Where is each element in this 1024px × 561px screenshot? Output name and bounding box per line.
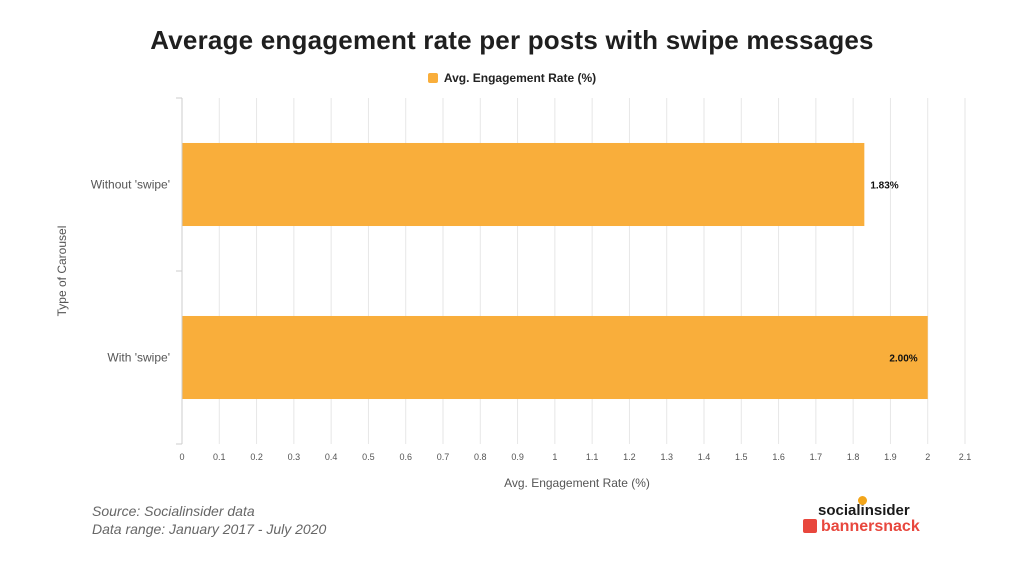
x-tick-label: 1.2 bbox=[623, 452, 636, 462]
source-text: Source: Socialinsider data bbox=[92, 503, 255, 519]
chart-title: Average engagement rate per posts with s… bbox=[150, 25, 874, 55]
socialinsider-logo: socialinsider bbox=[818, 496, 910, 519]
x-axis-title: Avg. Engagement Rate (%) bbox=[504, 476, 650, 490]
legend[interactable]: Avg. Engagement Rate (%) bbox=[0, 71, 1024, 85]
x-tick-label: 1.1 bbox=[586, 452, 599, 462]
x-tick-label: 0.5 bbox=[362, 452, 375, 462]
x-tick-label: 1.4 bbox=[698, 452, 711, 462]
source-note: Source: Socialinsider data Data range: J… bbox=[92, 502, 326, 538]
data-label: 1.83% bbox=[870, 181, 898, 192]
x-tick-label: 1.5 bbox=[735, 452, 748, 462]
x-tick-label: 0.2 bbox=[250, 452, 263, 462]
bannersnack-logo-text: bannersnack bbox=[821, 518, 920, 535]
x-tick-label: 0.9 bbox=[511, 452, 524, 462]
x-tick-label: 0 bbox=[179, 452, 184, 462]
socialinsider-logo-text: socialinsider bbox=[818, 502, 910, 519]
x-tick-label: 1.8 bbox=[847, 452, 860, 462]
socialinsider-logo-icon bbox=[858, 496, 867, 505]
data-label: 2.00% bbox=[889, 354, 917, 365]
x-tick-label: 0.6 bbox=[399, 452, 412, 462]
y-axis-title: Type of Carousel bbox=[55, 226, 69, 317]
x-tick-label: 1.7 bbox=[810, 452, 823, 462]
x-tick-label: 0.7 bbox=[437, 452, 450, 462]
x-tick-label: 0.4 bbox=[325, 452, 338, 462]
x-tick-label: 1.3 bbox=[660, 452, 673, 462]
x-tick-label: 1 bbox=[552, 452, 557, 462]
x-tick-label: 2.1 bbox=[959, 452, 972, 462]
x-tick-label: 0.1 bbox=[213, 452, 226, 462]
legend-swatch bbox=[427, 73, 438, 83]
y-category-label: Without 'swipe' bbox=[91, 178, 170, 192]
x-tick-label: 0.3 bbox=[288, 452, 301, 462]
x-tick-label: 2 bbox=[925, 452, 930, 462]
data-range-text: Data range: January 2017 - July 2020 bbox=[92, 521, 327, 537]
legend-label: Avg. Engagement Rate (%) bbox=[443, 71, 597, 85]
bar-without-swipe bbox=[182, 142, 865, 227]
x-tick-label: 1.9 bbox=[884, 452, 897, 462]
y-category-label: With 'swipe' bbox=[107, 351, 170, 365]
x-tick-label: 0.8 bbox=[474, 452, 487, 462]
bar-with-swipe bbox=[182, 315, 928, 400]
x-tick-label: 1.6 bbox=[772, 452, 785, 462]
bannersnack-logo: bannersnack bbox=[803, 518, 920, 536]
bannersnack-logo-icon bbox=[803, 519, 817, 533]
